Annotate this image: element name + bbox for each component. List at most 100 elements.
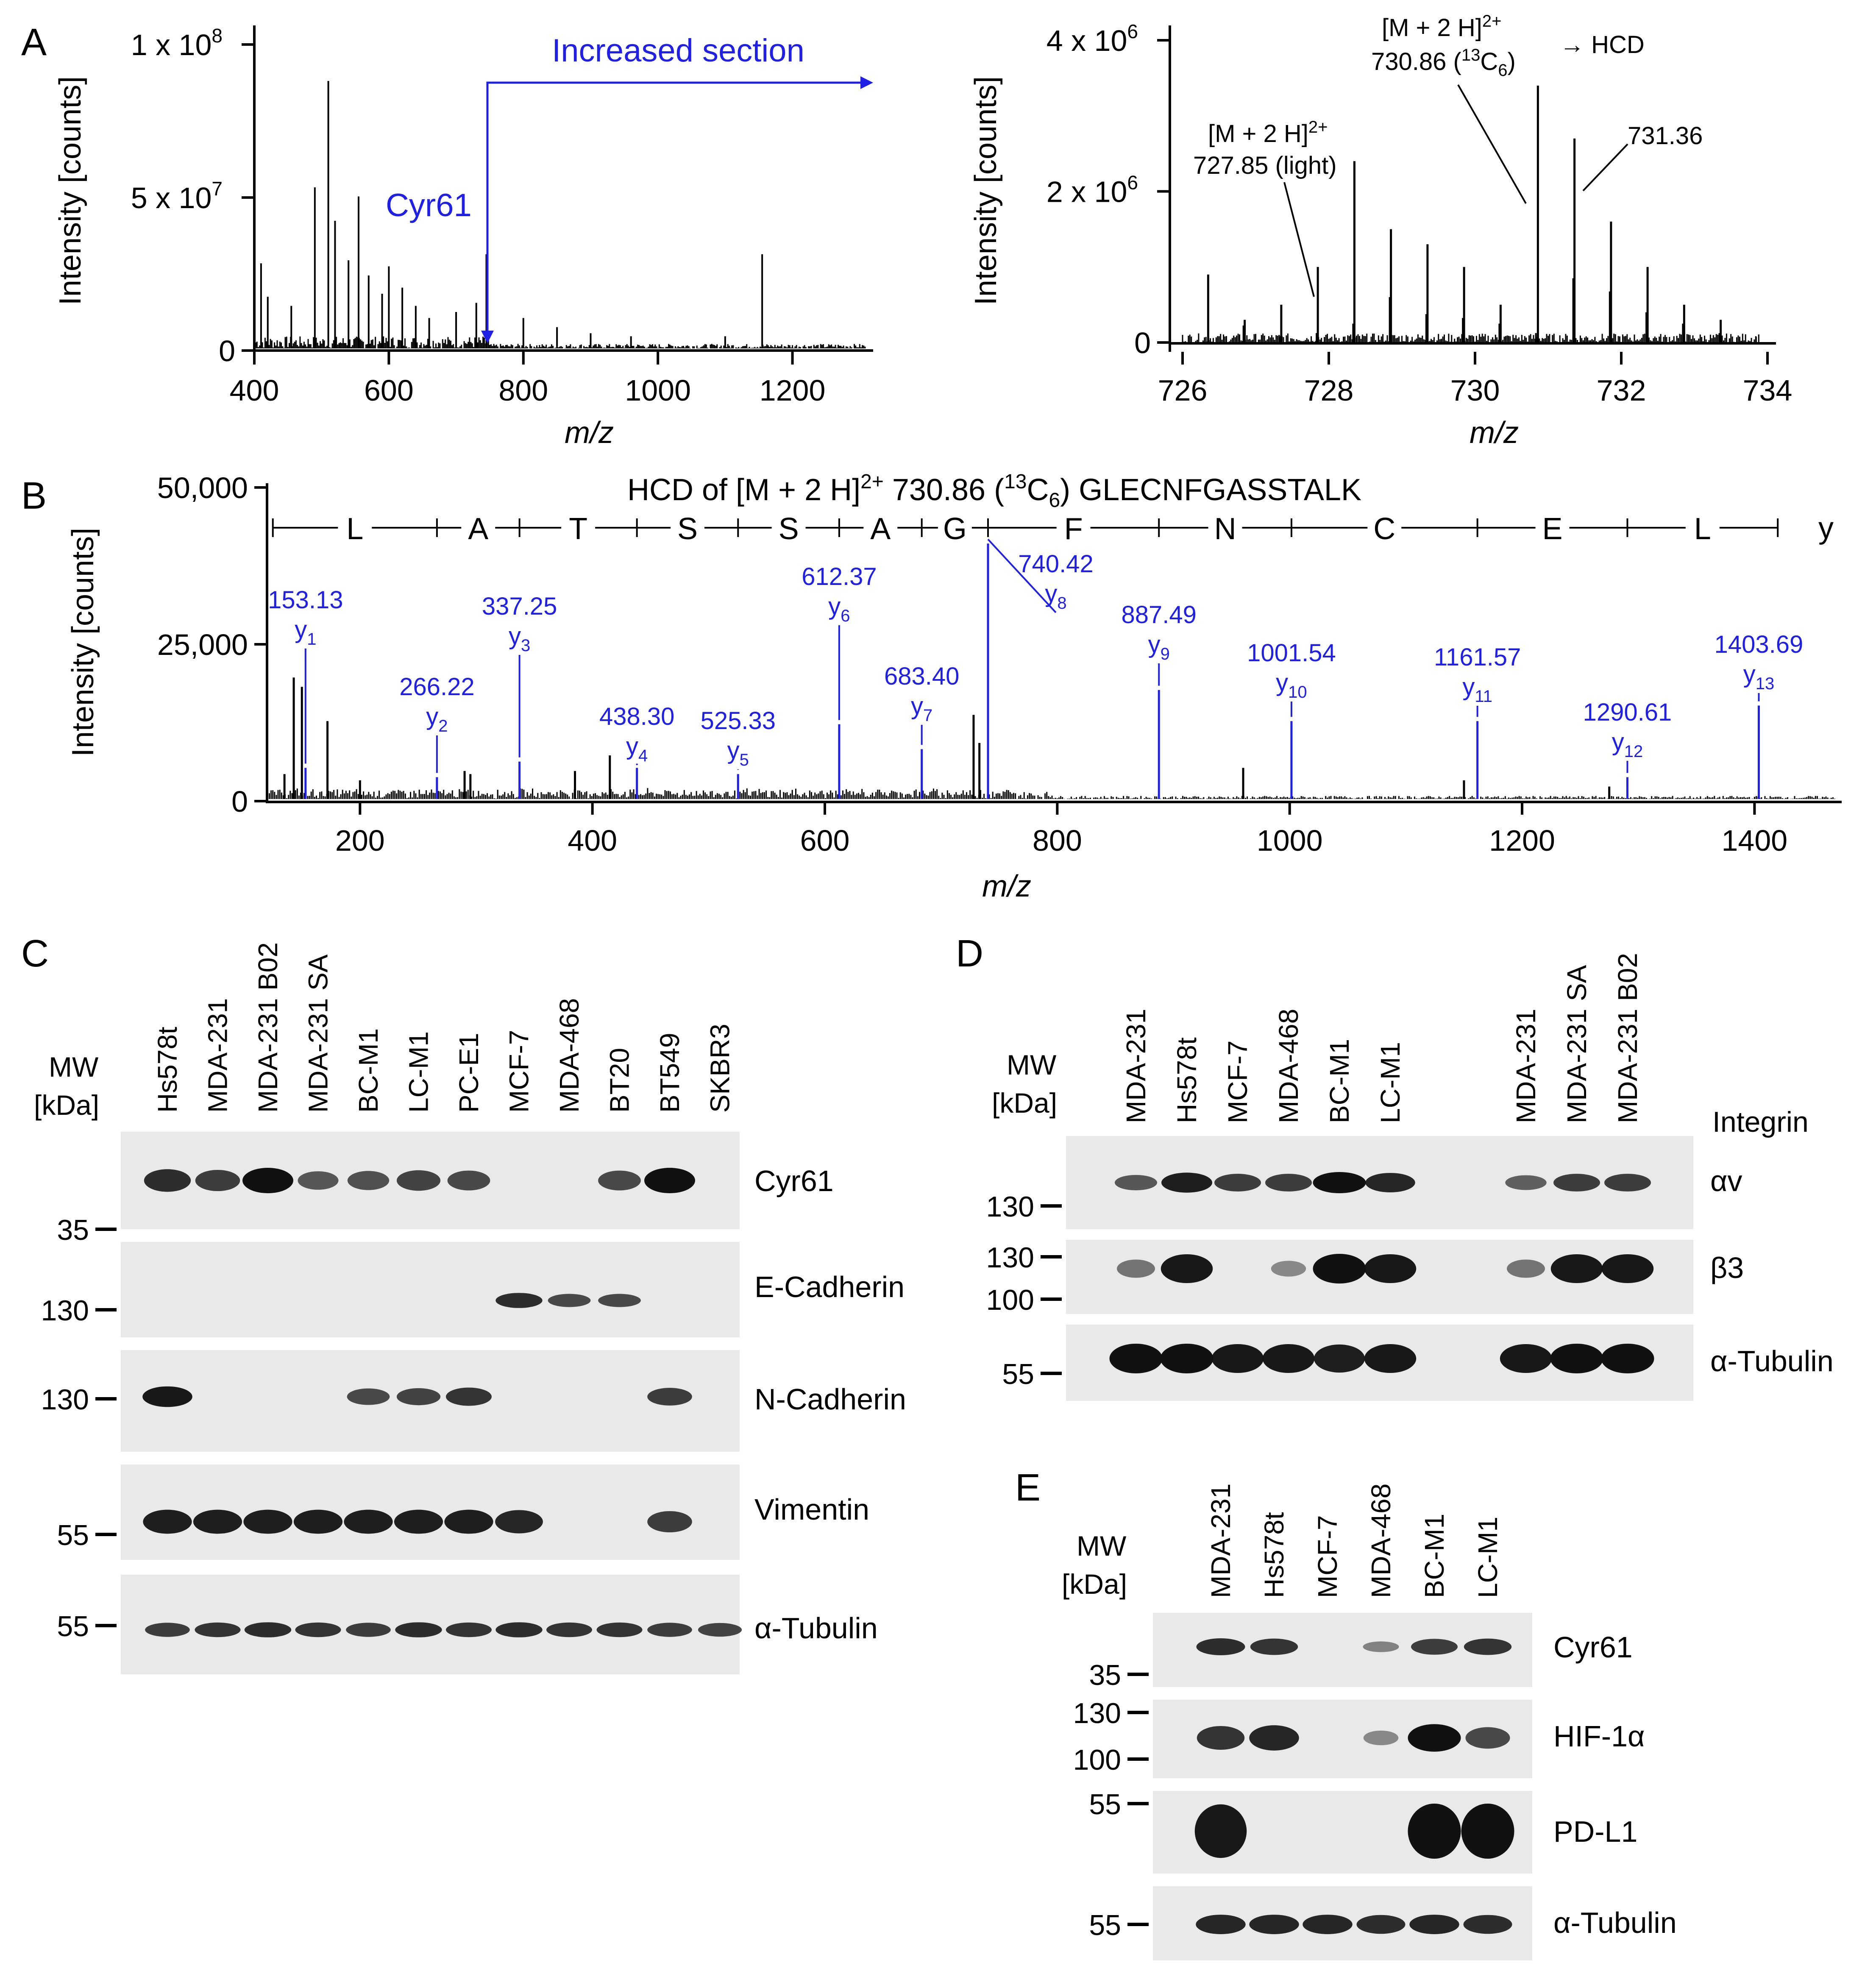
a-right-xtick-label: 734 [1743, 374, 1792, 407]
b-sequence-letter-bg [1685, 507, 1720, 545]
e-lane-label: MDA-468 [1366, 1484, 1396, 1598]
b-sequence-letter: E [1542, 512, 1563, 546]
d-band [1313, 1172, 1366, 1193]
a-right-731-leader [1582, 143, 1628, 192]
d-band [1109, 1344, 1163, 1373]
a-left-ytick-label: 1 x 108 [131, 25, 223, 61]
c-band [195, 1622, 241, 1637]
d-band [1550, 1254, 1603, 1284]
a-left-increased-section-label: Increased section [552, 33, 804, 69]
increased-section-arrow [486, 81, 865, 337]
c-band [244, 1622, 292, 1637]
b-peak-ion-label: y9 [1148, 631, 1170, 663]
b-peak-mz-label: 887.49 [1122, 601, 1197, 629]
d-band [1365, 1173, 1415, 1192]
c-band [598, 1294, 641, 1307]
e-band [1249, 1915, 1299, 1934]
b-xlabel: m/z [982, 869, 1031, 903]
d-lane-label: Hs578t [1172, 1037, 1202, 1123]
increased-section-arrowhead-right [860, 76, 873, 89]
a-right-xtick-label: 726 [1158, 374, 1208, 407]
b-sequence-letter: A [468, 512, 488, 546]
b-sequence-letter-bg [338, 507, 372, 545]
b-sequence-letter-bg [938, 507, 972, 545]
c-mw-marker-label: 55 [57, 1519, 89, 1551]
panel-e-western-blot: MW [kDa] MDA-231 Hs578t MCF-7 MDA-468 BC-M1 L… [1062, 1484, 1677, 1960]
b-peak-ion-label: y3 [509, 622, 530, 655]
b-xtick-label: 800 [1033, 824, 1082, 857]
a-left-xtick-label: 1200 [760, 374, 826, 407]
e-band [1408, 1804, 1461, 1859]
c-band [242, 1168, 293, 1193]
d-lane-label: MDA-231 SA [1561, 965, 1592, 1123]
c-band [346, 1623, 391, 1637]
b-peak-ion-label: y4 [626, 732, 648, 765]
d-band [1265, 1174, 1312, 1192]
c-band [447, 1170, 490, 1191]
a-left-ylabel: Intensity [counts] [53, 76, 87, 305]
b-sequence-letter: T [569, 512, 587, 546]
c-band [344, 1509, 393, 1534]
b-sequence-series-label: y [1818, 511, 1834, 545]
d-mw-marker-label: 100 [986, 1284, 1034, 1316]
b-sequence-letter-bg [1208, 507, 1242, 545]
b-peak-ion-label: y10 [1276, 669, 1307, 702]
c-band [347, 1171, 390, 1190]
c-band [144, 1169, 191, 1192]
b-sequence-letter-bg [561, 507, 596, 545]
e-blot-label: α-Tubulin [1553, 1906, 1677, 1939]
a-right-heavy-annotation-line2: 730.86 (13C6) [1371, 46, 1516, 80]
c-band [546, 1622, 592, 1637]
b-peak-mz-label: 740.42 [1018, 550, 1093, 578]
c-band [647, 1388, 692, 1406]
panel-letter-a: A [21, 21, 47, 64]
a-right-xtick-label: 730 [1450, 374, 1500, 407]
b-peak-mz-label: 1290.61 [1583, 699, 1672, 726]
c-lane-label: MDA-231 SA [303, 954, 334, 1113]
b-peak-ion-label: y13 [1743, 660, 1775, 693]
b-peak-mz-label: 266.22 [399, 673, 474, 701]
c-band [647, 1511, 692, 1533]
d-kda-label: [kDa] [992, 1087, 1057, 1119]
a-right-light-leader [1283, 182, 1315, 297]
a-right-light-annotation-line1: [M + 2 H]2+ [1208, 118, 1328, 148]
d-band [1314, 1344, 1365, 1373]
d-band [1507, 1259, 1545, 1278]
b-peak-ion-label: y8 [1045, 580, 1066, 613]
a-right-731-label: 731.36 [1628, 122, 1703, 150]
c-band [644, 1168, 695, 1193]
c-lane-label: MDA-231 [203, 998, 233, 1113]
increased-section-arrowhead-down [481, 331, 494, 343]
e-mw-marker-label: 55 [1089, 1909, 1121, 1941]
e-band [1465, 1727, 1510, 1749]
c-band [293, 1509, 343, 1534]
e-mw-marker-label: 55 [1089, 1788, 1121, 1821]
d-lane-label: LC-M1 [1375, 1042, 1406, 1123]
b-peak-ion-label: y12 [1612, 728, 1643, 761]
c-lane-label: BT549 [654, 1033, 685, 1113]
c-blot-label: Vimentin [754, 1493, 869, 1526]
d-band [1313, 1254, 1366, 1284]
d-band [1553, 1174, 1600, 1192]
b-peak-mz-label: 1161.57 [1434, 643, 1521, 671]
c-band [446, 1622, 492, 1637]
e-mw-marker-label: 100 [1073, 1744, 1121, 1776]
b-sequence-letter: S [677, 512, 698, 546]
a-right-xlabel: m/z [1470, 416, 1519, 450]
panel-c-western-blot: MW [kDa] Hs578t MDA-231 MDA-231 B02 MDA-231… [34, 942, 906, 1674]
b-ytick-label: 50,000 [157, 471, 248, 504]
c-lane-label: PC-E1 [454, 1033, 484, 1113]
d-blot-label: α-Tubulin [1710, 1345, 1834, 1378]
a-right-xtick-label: 728 [1304, 374, 1354, 407]
d-band [1364, 1344, 1417, 1373]
a-left-xlabel: m/z [565, 416, 614, 450]
e-band [1461, 1804, 1514, 1859]
a-left-xtick-label: 600 [364, 374, 414, 407]
b-peak-mz-label: 612.37 [802, 563, 877, 590]
e-band [1250, 1638, 1298, 1655]
e-mw-marker-label: 35 [1089, 1659, 1121, 1691]
c-lane-label: SKBR3 [705, 1024, 735, 1113]
a-right-xtick-label: 732 [1597, 374, 1646, 407]
b-peak-ion-label: y7 [911, 692, 932, 725]
